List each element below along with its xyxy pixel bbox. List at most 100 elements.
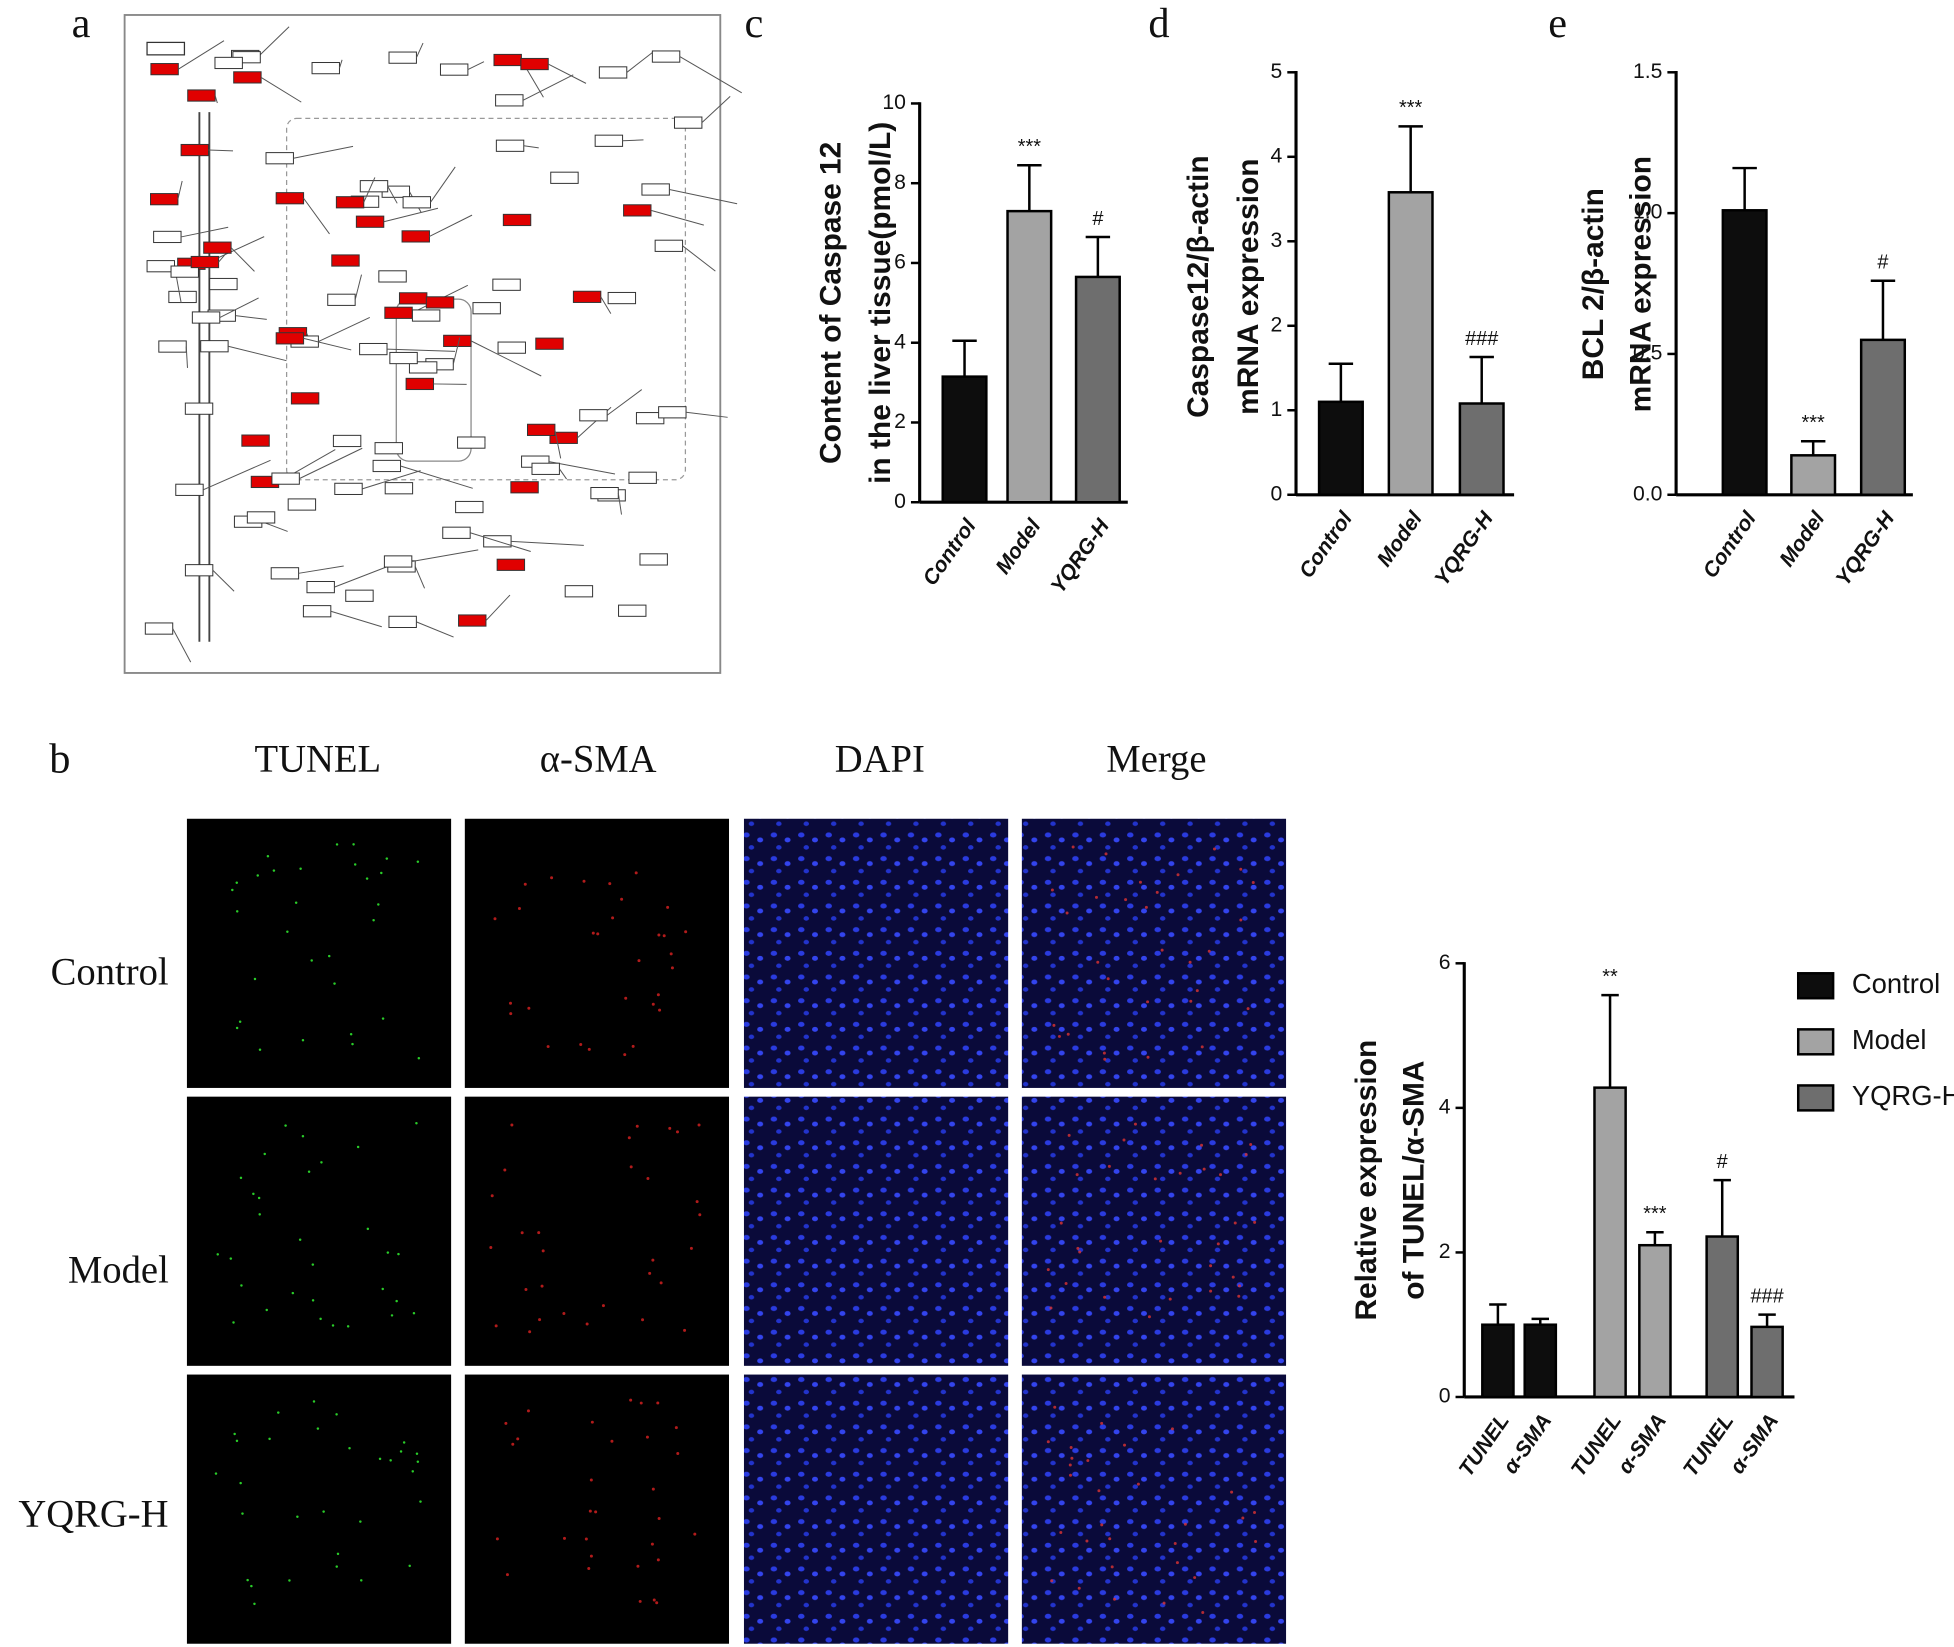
pathway-edge	[416, 621, 454, 638]
x-tick-label: Control	[1699, 507, 1762, 583]
stain-dot	[1147, 1315, 1151, 1319]
micrograph	[743, 818, 1009, 1088]
error-bar	[1328, 362, 1354, 402]
x-tick-label: α-SMA	[1726, 1410, 1783, 1478]
pathway-node	[641, 183, 670, 196]
micrograph	[743, 1096, 1009, 1366]
stain-dot	[291, 1291, 295, 1295]
pathway-node	[332, 434, 362, 448]
stain-dot	[562, 1536, 566, 1540]
y-axis-label: Relative expression	[1350, 1040, 1383, 1321]
stain-dot	[1200, 1143, 1204, 1147]
stain-dot	[316, 1427, 320, 1430]
pathway-node	[455, 500, 484, 514]
stain-dot	[1094, 895, 1098, 899]
stain-dot	[623, 1053, 627, 1057]
bar	[941, 375, 988, 504]
stain-dot	[385, 857, 389, 860]
y-axis-label: mRNA expression	[1232, 158, 1265, 414]
pathway-edge	[452, 337, 461, 365]
stain-dot	[620, 897, 624, 901]
stain-dot	[395, 1299, 398, 1303]
stain-dot	[353, 863, 357, 866]
pathway-edge	[429, 214, 473, 237]
column-label: α-SMA	[540, 739, 657, 781]
stain-dot	[294, 901, 298, 905]
stain-dot	[229, 1257, 233, 1260]
pathway-node	[233, 71, 262, 84]
error-bar	[1713, 1178, 1731, 1237]
stain-dot	[1064, 1282, 1068, 1286]
pathway-edge	[415, 42, 424, 58]
stain-dot	[495, 1537, 499, 1541]
bar	[1317, 400, 1364, 497]
pathway-edge	[177, 180, 183, 200]
y-tick-label: 0.0	[1633, 482, 1662, 505]
pathway-edge	[258, 26, 290, 57]
stain-dot	[1068, 1463, 1072, 1467]
stain-dot	[365, 877, 369, 880]
stain-dot	[1123, 1443, 1127, 1447]
pathway-node	[275, 332, 305, 345]
stain-dot	[1241, 1516, 1245, 1520]
stain-dot	[399, 1450, 403, 1453]
stain-dot	[527, 1006, 531, 1010]
pathway-edge	[387, 348, 456, 352]
stain-dot	[601, 1304, 605, 1308]
pathway-edge	[362, 470, 421, 490]
stain-dot	[419, 1500, 422, 1503]
stain-dot	[1122, 1138, 1126, 1142]
stain-dot	[1231, 1275, 1235, 1279]
stain-dot	[1168, 1297, 1172, 1301]
pathway-edge	[180, 226, 229, 238]
stain-dot	[635, 1124, 639, 1128]
stain-dot	[389, 1459, 392, 1462]
stain-dot	[648, 1271, 652, 1275]
stain-dot	[1078, 1250, 1082, 1254]
stain-dot	[411, 1470, 415, 1473]
stain-dot	[1219, 1173, 1223, 1177]
x-tick-label: TUNEL	[1567, 1410, 1626, 1481]
pathway-node	[572, 290, 602, 303]
y-axis-label: mRNA expression	[1624, 156, 1657, 412]
stain-dot	[550, 876, 554, 880]
significance-label: ***	[1399, 97, 1423, 119]
stain-dot	[1106, 977, 1110, 981]
micrograph	[186, 1374, 452, 1644]
stain-dot	[546, 1045, 550, 1049]
stain-dot	[232, 1321, 235, 1324]
stain-dot	[331, 1324, 335, 1327]
stain-dot	[582, 879, 586, 883]
x-tick-label: TUNEL	[1679, 1410, 1738, 1481]
pathway-node	[607, 291, 637, 305]
pathway-node	[302, 605, 332, 618]
pathway-edge	[303, 197, 330, 235]
stain-dot	[1052, 1023, 1056, 1027]
stain-dot	[651, 1258, 655, 1262]
pathway-edge	[682, 245, 716, 272]
y-tick-label: 6	[894, 251, 906, 274]
stain-dot	[639, 1401, 643, 1405]
pathway-node	[502, 213, 532, 227]
pathway-edge	[554, 429, 562, 459]
stain-dot	[1254, 1540, 1258, 1544]
stain-dot	[299, 867, 302, 871]
error-bar	[1646, 1230, 1664, 1246]
pathway-node	[209, 277, 238, 291]
stain-dot	[381, 1017, 385, 1020]
significance-label: ***	[1802, 412, 1826, 434]
stain-dot	[1124, 898, 1128, 902]
stain-dot	[537, 1231, 541, 1235]
stain-dot	[372, 918, 375, 922]
stain-dot	[1059, 1221, 1063, 1225]
stain-dot	[1230, 1490, 1234, 1494]
error-bar	[1531, 1317, 1549, 1325]
stain-dot	[1249, 1142, 1253, 1146]
stain-dot	[1209, 1289, 1213, 1293]
pathway-edge	[230, 247, 255, 272]
stain-dot	[412, 1311, 416, 1315]
y-tick-label: 1.0	[1633, 201, 1662, 224]
pathway-node	[618, 604, 647, 617]
error-bar	[1398, 125, 1423, 193]
stain-dot	[246, 1578, 249, 1582]
